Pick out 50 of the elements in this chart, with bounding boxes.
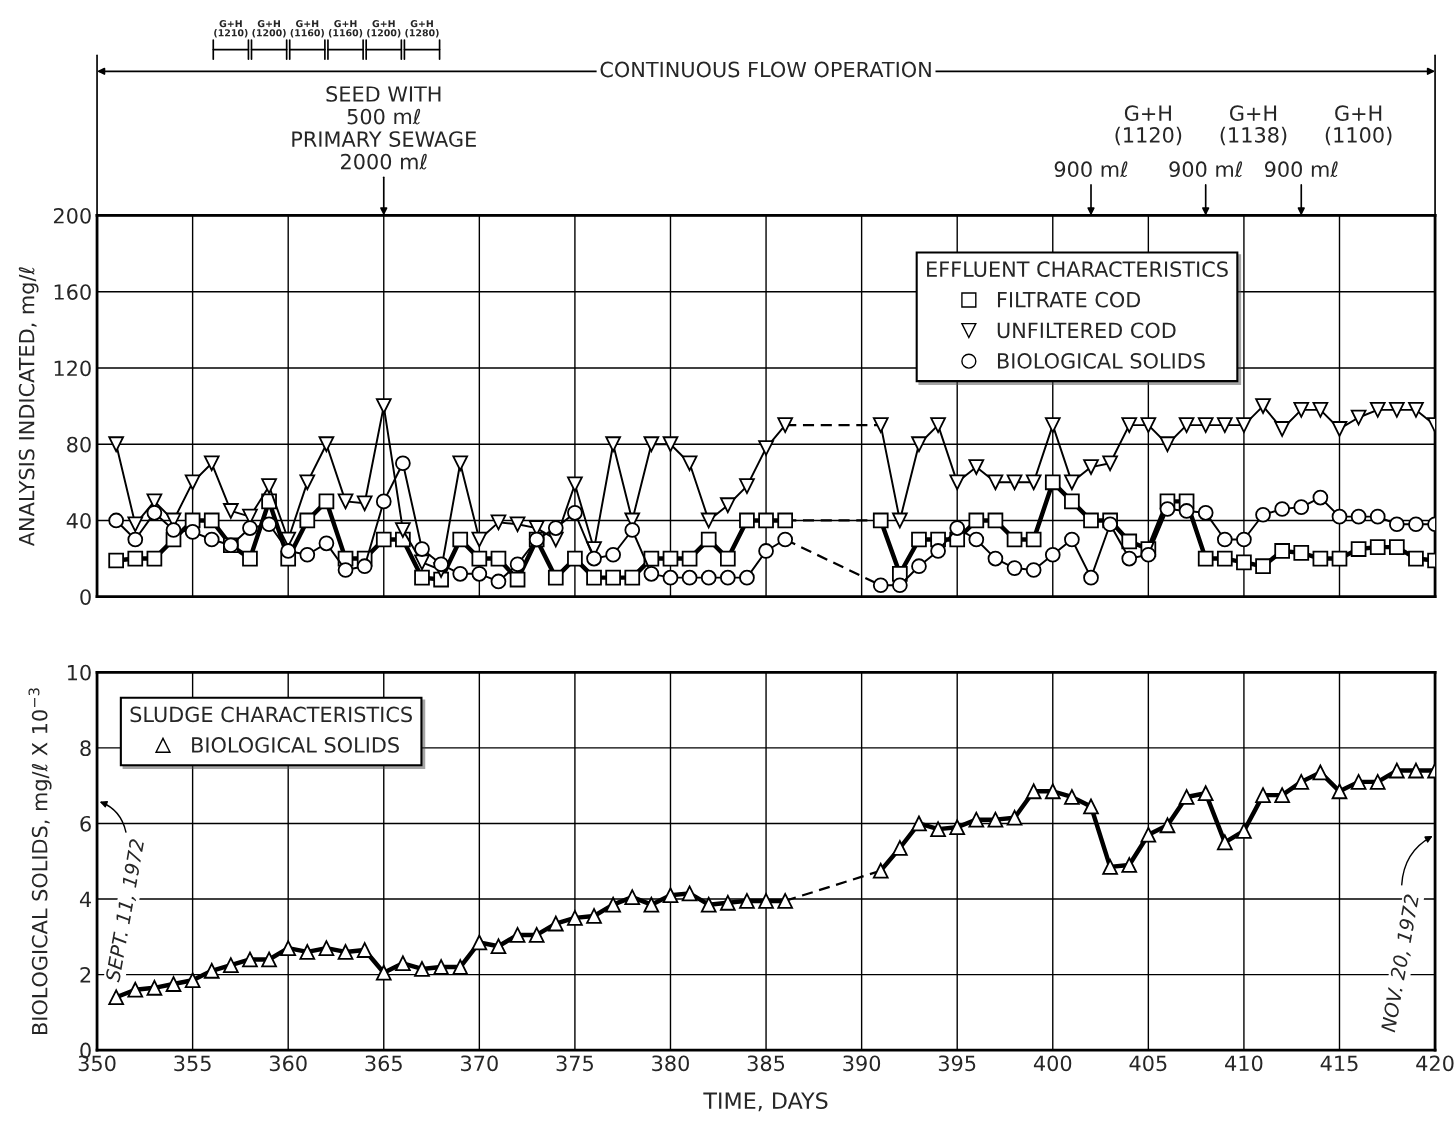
text: 900 mℓ [1169, 161, 1243, 178]
legend-label: FILTRATE COD [997, 291, 1141, 308]
text: G+H (1160) [328, 20, 363, 38]
x-tick-label: 370 [461, 1055, 498, 1072]
legend-title: SLUDGE CHARACTERISTICS [130, 706, 412, 723]
y-tick-label: 8 [80, 740, 91, 757]
text: G+H (1200) [252, 20, 286, 38]
x-tick-label: 390 [843, 1055, 881, 1072]
legend-label: UNFILTERED COD [997, 322, 1176, 339]
x-tick-label: 365 [365, 1055, 402, 1072]
legend-label: BIOLOGICAL SOLIDS [192, 737, 399, 753]
text: SEED WITH 500 mℓ PRIMARY SEWAGE 2000 mℓ [292, 86, 476, 170]
x-tick-label: 380 [652, 1055, 689, 1072]
y-axis-title: BIOLOGICAL SOLIDS, mg/ℓ X 10$^{−3}$ [28, 688, 52, 1034]
y-tick-label: 160 [54, 284, 91, 300]
legend-title: EFFLUENT CHARACTERISTICS [927, 261, 1228, 278]
text: CONTINUOUS FLOW OPERATION [600, 61, 931, 78]
text: G+H (1160) [290, 20, 324, 38]
text: G+H (1210) [214, 20, 248, 38]
x-axis-title: TIME, DAYS [703, 1092, 828, 1112]
x-tick-label: 405 [1129, 1055, 1167, 1072]
y-tick-label: 40 [66, 512, 91, 529]
x-tick-label: 360 [269, 1055, 307, 1072]
x-tick-label: 375 [556, 1055, 593, 1072]
y-tick-label: 2 [80, 967, 91, 983]
x-tick-label: 415 [1320, 1055, 1358, 1072]
y-tick-label: 120 [54, 360, 91, 377]
text: G+H (1120) [1115, 105, 1182, 146]
x-tick-label: 410 [1225, 1055, 1263, 1072]
text: G+H (1138) [1220, 105, 1287, 146]
annotation: NOV. 20, 1972 [1380, 894, 1422, 1033]
y-tick-label: 80 [67, 436, 91, 453]
text: 900 mℓ [1054, 161, 1128, 178]
text: G+H (1200) [367, 20, 401, 38]
legend-label: BIOLOGICAL SOLIDS [997, 352, 1205, 369]
text: 900 mℓ [1264, 161, 1338, 178]
text: G+H (1280) [405, 20, 439, 38]
x-tick-label: 420 [1416, 1055, 1454, 1072]
annotation: SEPT. 11, 1972 [105, 838, 147, 983]
x-tick-label: 385 [747, 1055, 785, 1072]
y-tick-label: 0 [80, 589, 91, 605]
x-tick-label: 355 [174, 1055, 211, 1072]
y-tick-label: 200 [53, 207, 91, 224]
y-axis-title: ANALYSIS INDICATED, mg/ℓ [18, 267, 39, 547]
x-tick-label: 395 [938, 1055, 976, 1072]
x-tick-label: 400 [1033, 1055, 1072, 1072]
y-tick-label: 10 [67, 664, 91, 681]
text: G+H (1100) [1325, 105, 1392, 146]
y-tick-label: 6 [80, 815, 91, 832]
y-tick-label: 4 [79, 891, 92, 907]
